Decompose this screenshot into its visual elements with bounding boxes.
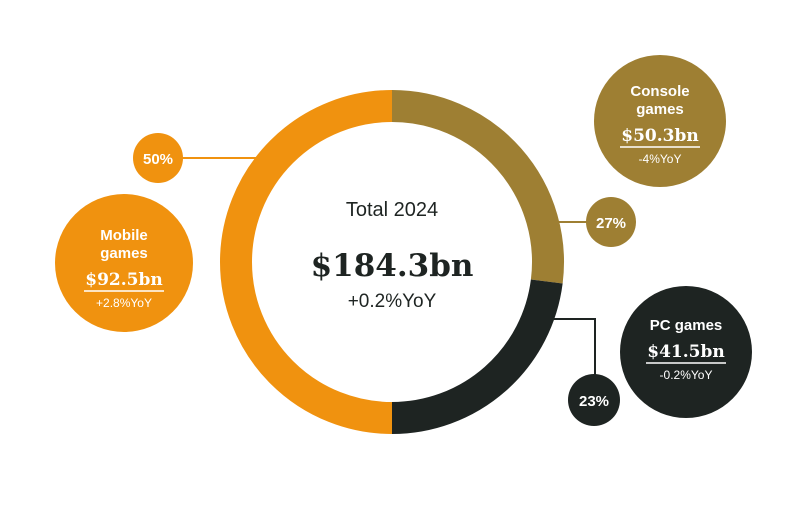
bubble-circle-console <box>594 55 726 187</box>
bubble-console-value: $50.3bn <box>621 126 698 146</box>
share-badge-mobile: 50% <box>133 133 183 183</box>
share-circle-pc <box>568 374 620 426</box>
bubble-circle-pc <box>620 286 752 418</box>
donut-segment-mobile <box>220 90 393 434</box>
bubble-console: Console games $50.3bn -4%YoY <box>594 55 726 187</box>
bubble-circle-mobile <box>55 194 193 332</box>
donut-ring <box>220 90 564 434</box>
donut-segment-pc <box>391 279 563 434</box>
bubble-mobile-name-line2: games <box>100 245 148 262</box>
bubble-console-name-line1: Console <box>630 83 689 100</box>
share-label-mobile: 50% <box>143 151 173 168</box>
center-title: Total 2024 <box>346 199 438 221</box>
donut-center: Total 2024 $184.3bn +0.2%YoY <box>311 199 474 312</box>
bubble-mobile: Mobile games $92.5bn +2.8%YoY <box>55 194 193 332</box>
bubble-console-change: -4%YoY <box>639 152 682 166</box>
share-label-pc: 23% <box>579 393 609 410</box>
bubble-pc-value: $41.5bn <box>647 342 724 362</box>
share-badge-pc: 23% <box>568 374 620 426</box>
donut-segment-console <box>391 90 564 284</box>
center-yoy-change: +0.2%YoY <box>348 291 437 312</box>
bubble-pc-name: PC games <box>650 317 723 334</box>
bubble-pc-change: -0.2%YoY <box>660 368 713 382</box>
bubble-mobile-value: $92.5bn <box>85 270 162 290</box>
bubble-console-name-line2: games <box>636 101 684 118</box>
share-label-console: 27% <box>596 215 626 232</box>
share-circle-console <box>586 197 636 247</box>
bubble-mobile-name-line1: Mobile <box>100 227 148 244</box>
share-circle-mobile <box>133 133 183 183</box>
share-badge-console: 27% <box>586 197 636 247</box>
leader-line-pc <box>542 318 596 378</box>
bubble-mobile-change: +2.8%YoY <box>96 296 152 310</box>
center-total-value: $184.3bn <box>311 248 474 284</box>
bubble-pc: PC games $41.5bn -0.2%YoY <box>620 286 752 418</box>
